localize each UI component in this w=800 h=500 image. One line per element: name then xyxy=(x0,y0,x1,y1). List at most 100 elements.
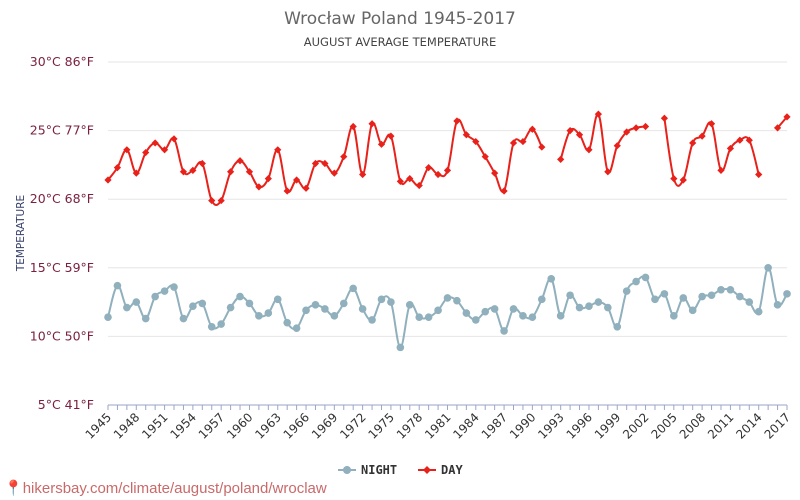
data-point[interactable] xyxy=(151,139,159,147)
data-point[interactable] xyxy=(415,181,423,190)
data-point[interactable] xyxy=(622,287,631,295)
data-point[interactable] xyxy=(641,273,650,282)
data-point[interactable] xyxy=(491,169,499,177)
data-point[interactable] xyxy=(736,136,744,144)
data-point[interactable] xyxy=(255,183,263,191)
data-point[interactable] xyxy=(481,307,490,316)
data-point[interactable] xyxy=(302,306,310,315)
data-point[interactable] xyxy=(707,291,716,300)
data-point[interactable] xyxy=(189,166,197,174)
data-point[interactable] xyxy=(292,324,301,332)
data-point[interactable] xyxy=(359,170,367,179)
data-point[interactable] xyxy=(217,196,225,205)
data-point[interactable] xyxy=(330,312,339,320)
data-point[interactable] xyxy=(745,136,753,144)
data-point[interactable] xyxy=(104,313,112,321)
data-point[interactable] xyxy=(604,168,612,176)
data-point[interactable] xyxy=(698,292,706,301)
data-point[interactable] xyxy=(123,146,131,154)
data-point[interactable] xyxy=(377,295,386,304)
data-point[interactable] xyxy=(170,135,178,143)
data-point[interactable] xyxy=(679,294,688,302)
data-point[interactable] xyxy=(368,316,376,324)
data-point[interactable] xyxy=(132,298,141,306)
data-point[interactable] xyxy=(651,295,659,304)
data-point[interactable] xyxy=(236,292,244,301)
data-point[interactable] xyxy=(500,187,508,195)
data-point[interactable] xyxy=(509,139,518,147)
data-point[interactable] xyxy=(500,327,508,335)
data-point[interactable] xyxy=(613,142,621,150)
data-point[interactable] xyxy=(443,166,452,174)
data-point[interactable] xyxy=(387,132,395,140)
legend[interactable]: NIGHT DAY xyxy=(338,463,463,477)
data-point[interactable] xyxy=(519,137,527,146)
data-point[interactable] xyxy=(575,303,584,312)
data-point[interactable] xyxy=(349,284,357,293)
data-point[interactable] xyxy=(396,343,405,352)
data-point[interactable] xyxy=(604,303,612,312)
data-point[interactable] xyxy=(302,184,310,192)
data-point[interactable] xyxy=(566,127,574,135)
data-point[interactable] xyxy=(471,316,480,324)
data-point[interactable] xyxy=(207,322,216,331)
data-point[interactable] xyxy=(434,306,442,315)
data-point[interactable] xyxy=(179,168,188,176)
data-point[interactable] xyxy=(151,292,159,301)
data-point[interactable] xyxy=(170,283,178,291)
data-point[interactable] xyxy=(481,153,489,161)
data-point[interactable] xyxy=(707,120,716,128)
data-point[interactable] xyxy=(556,312,565,320)
data-point[interactable] xyxy=(566,291,574,300)
data-point[interactable] xyxy=(660,290,669,298)
data-point[interactable] xyxy=(358,305,367,313)
data-point[interactable] xyxy=(406,175,414,183)
data-point[interactable] xyxy=(311,301,320,309)
data-point[interactable] xyxy=(717,285,725,294)
data-point[interactable] xyxy=(632,124,640,132)
data-point[interactable] xyxy=(443,294,452,302)
data-point[interactable] xyxy=(557,155,565,164)
data-point[interactable] xyxy=(783,290,791,298)
source-watermark[interactable]: 📍hikersbay.com/climate/august/poland/wro… xyxy=(4,480,327,497)
data-point[interactable] xyxy=(179,314,188,323)
data-point[interactable] xyxy=(293,176,301,184)
data-point[interactable] xyxy=(689,139,697,147)
data-point[interactable] xyxy=(321,305,329,313)
data-point[interactable] xyxy=(453,117,461,125)
data-point[interactable] xyxy=(764,264,772,272)
data-point[interactable] xyxy=(717,166,725,174)
data-point[interactable] xyxy=(255,312,263,320)
data-point[interactable] xyxy=(405,301,414,309)
data-point[interactable] xyxy=(217,320,225,328)
data-point[interactable] xyxy=(679,176,687,184)
data-point[interactable] xyxy=(641,122,650,131)
data-point[interactable] xyxy=(688,306,697,315)
data-point[interactable] xyxy=(670,312,678,320)
data-point[interactable] xyxy=(189,302,197,311)
data-point[interactable] xyxy=(773,301,782,309)
data-point[interactable] xyxy=(538,143,546,151)
data-point[interactable] xyxy=(160,287,169,295)
data-point[interactable] xyxy=(528,313,537,321)
data-point[interactable] xyxy=(585,302,593,311)
data-point[interactable] xyxy=(321,159,329,168)
data-point[interactable] xyxy=(453,296,461,305)
data-point[interactable] xyxy=(490,305,499,313)
data-point[interactable] xyxy=(462,309,471,317)
data-point[interactable] xyxy=(698,132,706,140)
data-point[interactable] xyxy=(141,314,150,323)
legend-item-night[interactable]: NIGHT xyxy=(338,463,397,477)
data-point[interactable] xyxy=(236,157,244,165)
data-point[interactable] xyxy=(547,274,556,283)
data-point[interactable] xyxy=(142,148,150,157)
data-point[interactable] xyxy=(783,113,791,121)
data-point[interactable] xyxy=(349,122,357,131)
data-point[interactable] xyxy=(208,196,216,205)
data-point[interactable] xyxy=(509,305,518,313)
data-point[interactable] xyxy=(613,322,622,331)
data-point[interactable] xyxy=(226,168,235,176)
data-point[interactable] xyxy=(538,295,546,304)
data-point[interactable] xyxy=(773,124,782,132)
data-point[interactable] xyxy=(245,299,254,308)
